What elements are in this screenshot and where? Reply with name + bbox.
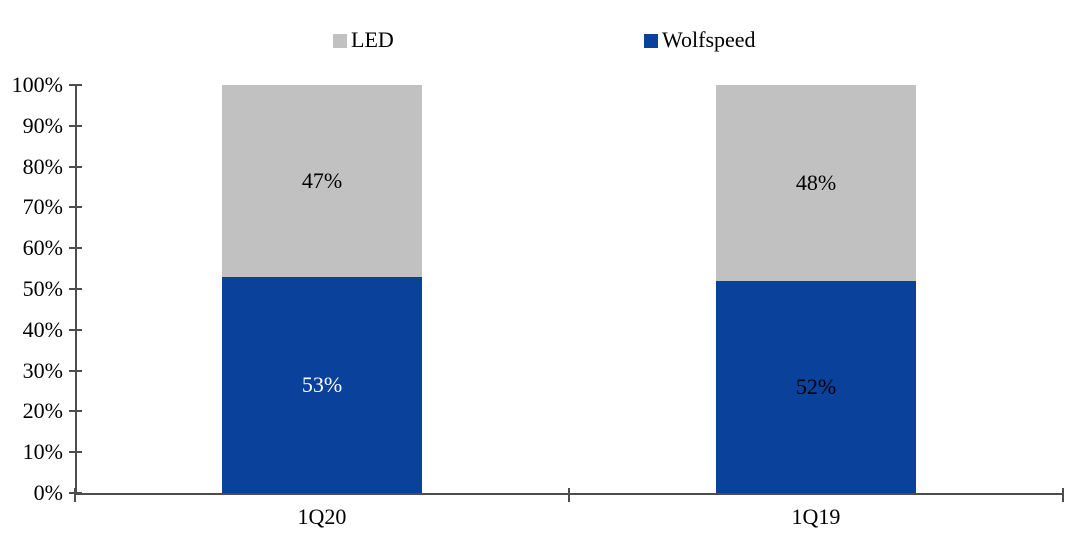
y-axis-tick-label: 90% [22, 112, 63, 138]
legend-label-wolfspeed: Wolfspeed [662, 27, 756, 52]
x-axis-category-label-1q20: 1Q20 [297, 504, 347, 529]
bar-segment-wolfspeed-1q20 [222, 276, 422, 493]
y-axis-tick-label: 100% [11, 72, 63, 97]
y-axis-tick-label: 30% [22, 357, 63, 383]
legend-item-led: LED [333, 27, 394, 52]
x-axis-tick [74, 488, 76, 502]
y-axis-tick-label: 10% [22, 439, 63, 465]
y-axis-tick-label: 50% [22, 276, 63, 301]
y-axis-line [75, 85, 77, 494]
legend-label-led: LED [351, 27, 394, 52]
bar-segment-wolfspeed-1q19 [716, 280, 916, 493]
y-axis-tick-label: 20% [22, 398, 63, 424]
y-axis-tick-label: 0% [33, 480, 63, 505]
x-axis-tick [568, 488, 570, 502]
bar-label-wolfspeed-1q20: 53% [301, 371, 343, 397]
legend-swatch-led [333, 33, 347, 48]
bar-segment-led-1q20 [222, 85, 422, 277]
bar-label-led-1q19: 48% [795, 169, 837, 195]
bar-label-wolfspeed-1q19: 52% [795, 373, 837, 399]
x-axis-category-label-1q19: 1Q19 [791, 504, 841, 529]
y-axis-tick-label: 40% [22, 316, 63, 342]
bar-label-led-1q20: 47% [301, 167, 343, 193]
legend-item-wolfspeed: Wolfspeed [644, 27, 756, 52]
y-axis-tick-label: 60% [22, 235, 63, 261]
y-axis-tick-label: 80% [22, 153, 63, 179]
x-axis-tick [1062, 488, 1064, 502]
y-axis-tick-label: 70% [22, 194, 63, 220]
legend-swatch-wolfspeed [644, 33, 658, 48]
bar-segment-led-1q19 [716, 85, 916, 281]
